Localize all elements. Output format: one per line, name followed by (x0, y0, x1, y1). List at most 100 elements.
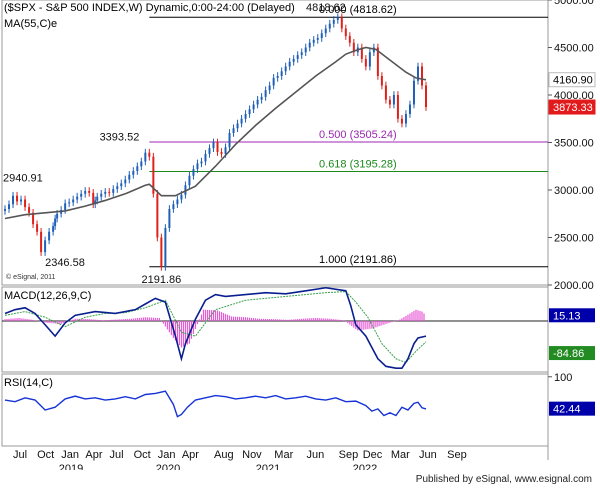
candle-body (260, 96, 263, 100)
candle-body (68, 202, 71, 204)
candle-body (136, 166, 139, 171)
candle-body (284, 66, 287, 72)
swing-label-0: 2940.91 (3, 173, 43, 185)
candle-body (336, 17, 339, 20)
price-title: ($SPX - S&P 500 INDEX,W) Dynamic,0:00-24… (4, 2, 295, 14)
candle-body (248, 109, 251, 114)
candle-body (380, 76, 383, 86)
candle-body (268, 85, 271, 91)
price-ytick-label: 3000.00 (554, 185, 594, 197)
price-last-value-1: 3873.33 (553, 102, 593, 114)
candle-body (392, 95, 395, 105)
candle-body (212, 142, 215, 149)
candle-body (292, 58, 295, 62)
fib-label-0: 0.000 (4818.62) (319, 4, 397, 16)
macd-title: MACD(12,26,9,C) (4, 290, 91, 302)
candle-body (80, 193, 83, 197)
price-ytick-label: 4500.00 (554, 43, 594, 55)
candle-body (276, 76, 279, 78)
candle-body (228, 133, 231, 148)
swing-label-4: 4818.62 (306, 2, 346, 14)
candle-body (20, 199, 23, 202)
rsi-last-tag-0 (549, 401, 595, 416)
candle-body (192, 169, 195, 176)
candle-body (124, 179, 127, 184)
macd-last-tag-1 (549, 346, 595, 361)
candle-body (236, 123, 239, 129)
candle-body (220, 152, 223, 154)
candle-body (56, 213, 59, 219)
candle-body (232, 128, 235, 133)
candle-body (188, 175, 191, 186)
candle-body (96, 196, 99, 201)
candle-body (76, 196, 79, 200)
candle-body (384, 85, 387, 100)
candle-body (48, 231, 51, 241)
x-tick-label: Jul (109, 449, 123, 461)
candle-body (272, 77, 275, 86)
candle-body (160, 237, 163, 267)
swing-label-1: 2346.58 (45, 257, 85, 269)
candle-body (132, 171, 135, 175)
x-tick-label: Mar (274, 449, 293, 461)
candle-body (264, 90, 267, 97)
candle-body (156, 193, 159, 238)
candle-body (376, 47, 379, 76)
price-last-value-0: 4160.90 (553, 75, 593, 87)
rsi-ytick-label: 100 (554, 372, 572, 384)
candle-body (404, 114, 407, 124)
candle-body (120, 183, 123, 187)
candle-body (408, 104, 411, 114)
candle-body (332, 19, 335, 24)
candle-body (92, 192, 95, 205)
candle-body (388, 99, 391, 105)
candle-body (400, 118, 403, 124)
candle-body (152, 156, 155, 194)
watermark: © eSignal, 2011 (6, 273, 56, 281)
candle-body (296, 55, 299, 59)
candle-body (308, 42, 311, 48)
candle-body (328, 23, 331, 29)
candle-body (54, 218, 57, 227)
candle-body (425, 85, 427, 108)
candle-body (320, 33, 323, 38)
price-ytick-label: 4000.00 (554, 90, 594, 102)
candle-body (252, 104, 255, 110)
candle-body (168, 209, 171, 228)
macd-signal-line (4, 291, 427, 364)
x-tick-label: Apr (85, 449, 102, 461)
candle-body (256, 99, 259, 105)
x-tick-label: Apr (182, 449, 199, 461)
footer-text: Published by eSignal, www.esignal.com (415, 474, 592, 485)
candle-body (312, 39, 315, 43)
macd-last-value-0: 15.13 (553, 310, 581, 322)
macd-last-tag-0 (549, 308, 595, 323)
candle-body (112, 189, 115, 193)
candle-body (4, 209, 6, 211)
candle-body (200, 161, 203, 164)
candle-body (84, 190, 87, 194)
candle-body (88, 190, 91, 193)
macd-panel-frame (1, 286, 549, 373)
price-ytick-label: 2000.00 (554, 280, 594, 292)
candle-body (360, 47, 363, 59)
ma-55-line (4, 46, 427, 220)
candle-body (280, 71, 283, 76)
candle-body (364, 58, 367, 67)
fib-label-1: 0.500 (3505.24) (319, 129, 397, 141)
candle-body (196, 163, 199, 170)
rsi-last-value-0: 42.44 (553, 404, 581, 416)
x-tick-label: Sep (339, 449, 359, 461)
fib-label-3: 1.000 (2191.86) (319, 254, 397, 266)
candle-body (396, 95, 399, 119)
candle-body (104, 191, 107, 194)
candle-body (368, 52, 371, 67)
price-last-tag-1 (548, 99, 596, 115)
candle-body (36, 224, 39, 232)
candle-body (94, 200, 97, 205)
candle-body (12, 195, 15, 205)
price-ytick-label: 2500.00 (554, 233, 594, 245)
x-tick-label: Nov (242, 449, 262, 461)
candle-body (244, 114, 247, 119)
